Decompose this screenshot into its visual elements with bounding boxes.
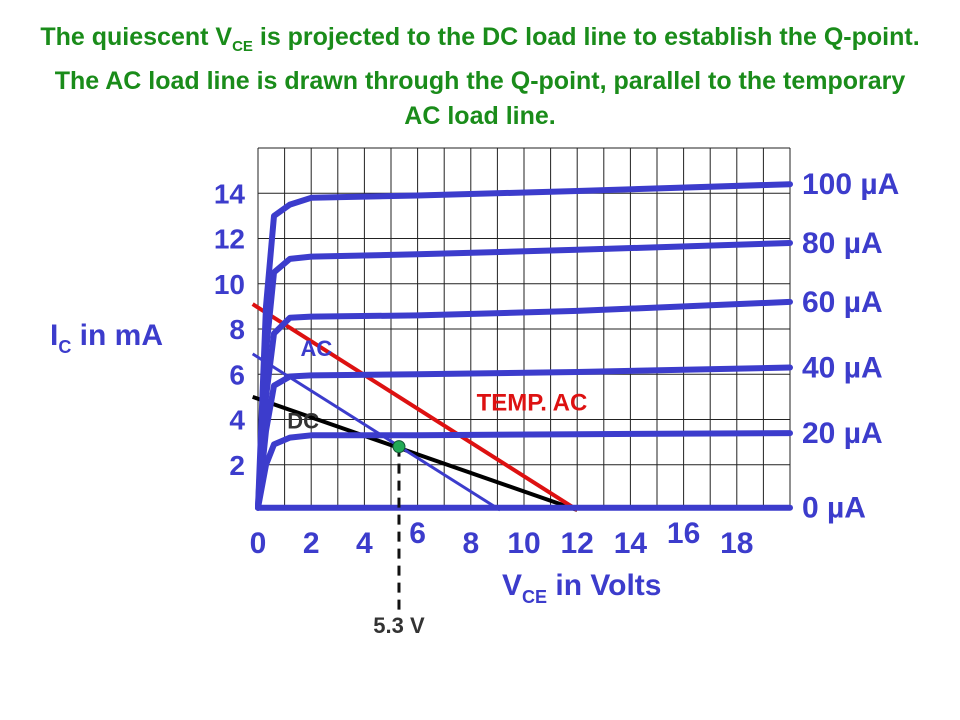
x-tick-label: 18: [720, 527, 753, 560]
load-line: [251, 302, 579, 512]
curve-label: 40 µA: [802, 351, 883, 384]
load-line: [251, 352, 501, 512]
q-point-voltage-label: 5.3 V: [373, 613, 425, 638]
y-tick-label: 6: [229, 359, 245, 390]
x-axis-title: VCE in Volts: [502, 569, 661, 607]
x-tick-label: 12: [561, 527, 594, 560]
load-line-label: AC: [301, 336, 333, 361]
y-tick-label: 10: [214, 269, 245, 300]
x-tick-label: 2: [303, 527, 320, 560]
collector-curve: [255, 430, 793, 511]
x-tick-label: 14: [614, 527, 648, 560]
slide-caption: The quiescent VCE is projected to the DC…: [40, 23, 920, 130]
x-tick-label: 16: [667, 517, 700, 550]
q-point-marker: [392, 440, 406, 454]
load-line-label: TEMP. AC: [477, 389, 588, 416]
x-tick-label: 10: [507, 527, 540, 560]
y-tick-label: 8: [229, 314, 245, 345]
load-line: [252, 394, 578, 512]
curve-label: 100 µA: [802, 168, 899, 201]
collector-curve: [255, 181, 793, 511]
collector-curve: [255, 298, 793, 511]
curve-label: 60 µA: [802, 286, 883, 319]
x-tick-label: 6: [409, 517, 426, 550]
load-line-label: DC: [287, 409, 319, 434]
y-tick-label: 12: [214, 224, 245, 255]
y-tick-label: 4: [229, 405, 245, 436]
collector-curve: [255, 364, 793, 511]
x-tick-label: 0: [250, 527, 267, 560]
x-tick-label: 4: [356, 527, 373, 560]
curve-label: 0 µA: [802, 492, 866, 525]
curve-label: 20 µA: [802, 417, 883, 450]
x-tick-label: 8: [462, 527, 479, 560]
curve-label: 80 µA: [802, 227, 883, 260]
y-axis-title: IC in mA: [50, 319, 163, 357]
y-tick-label: 14: [214, 178, 246, 209]
y-tick-label: 2: [229, 450, 245, 481]
